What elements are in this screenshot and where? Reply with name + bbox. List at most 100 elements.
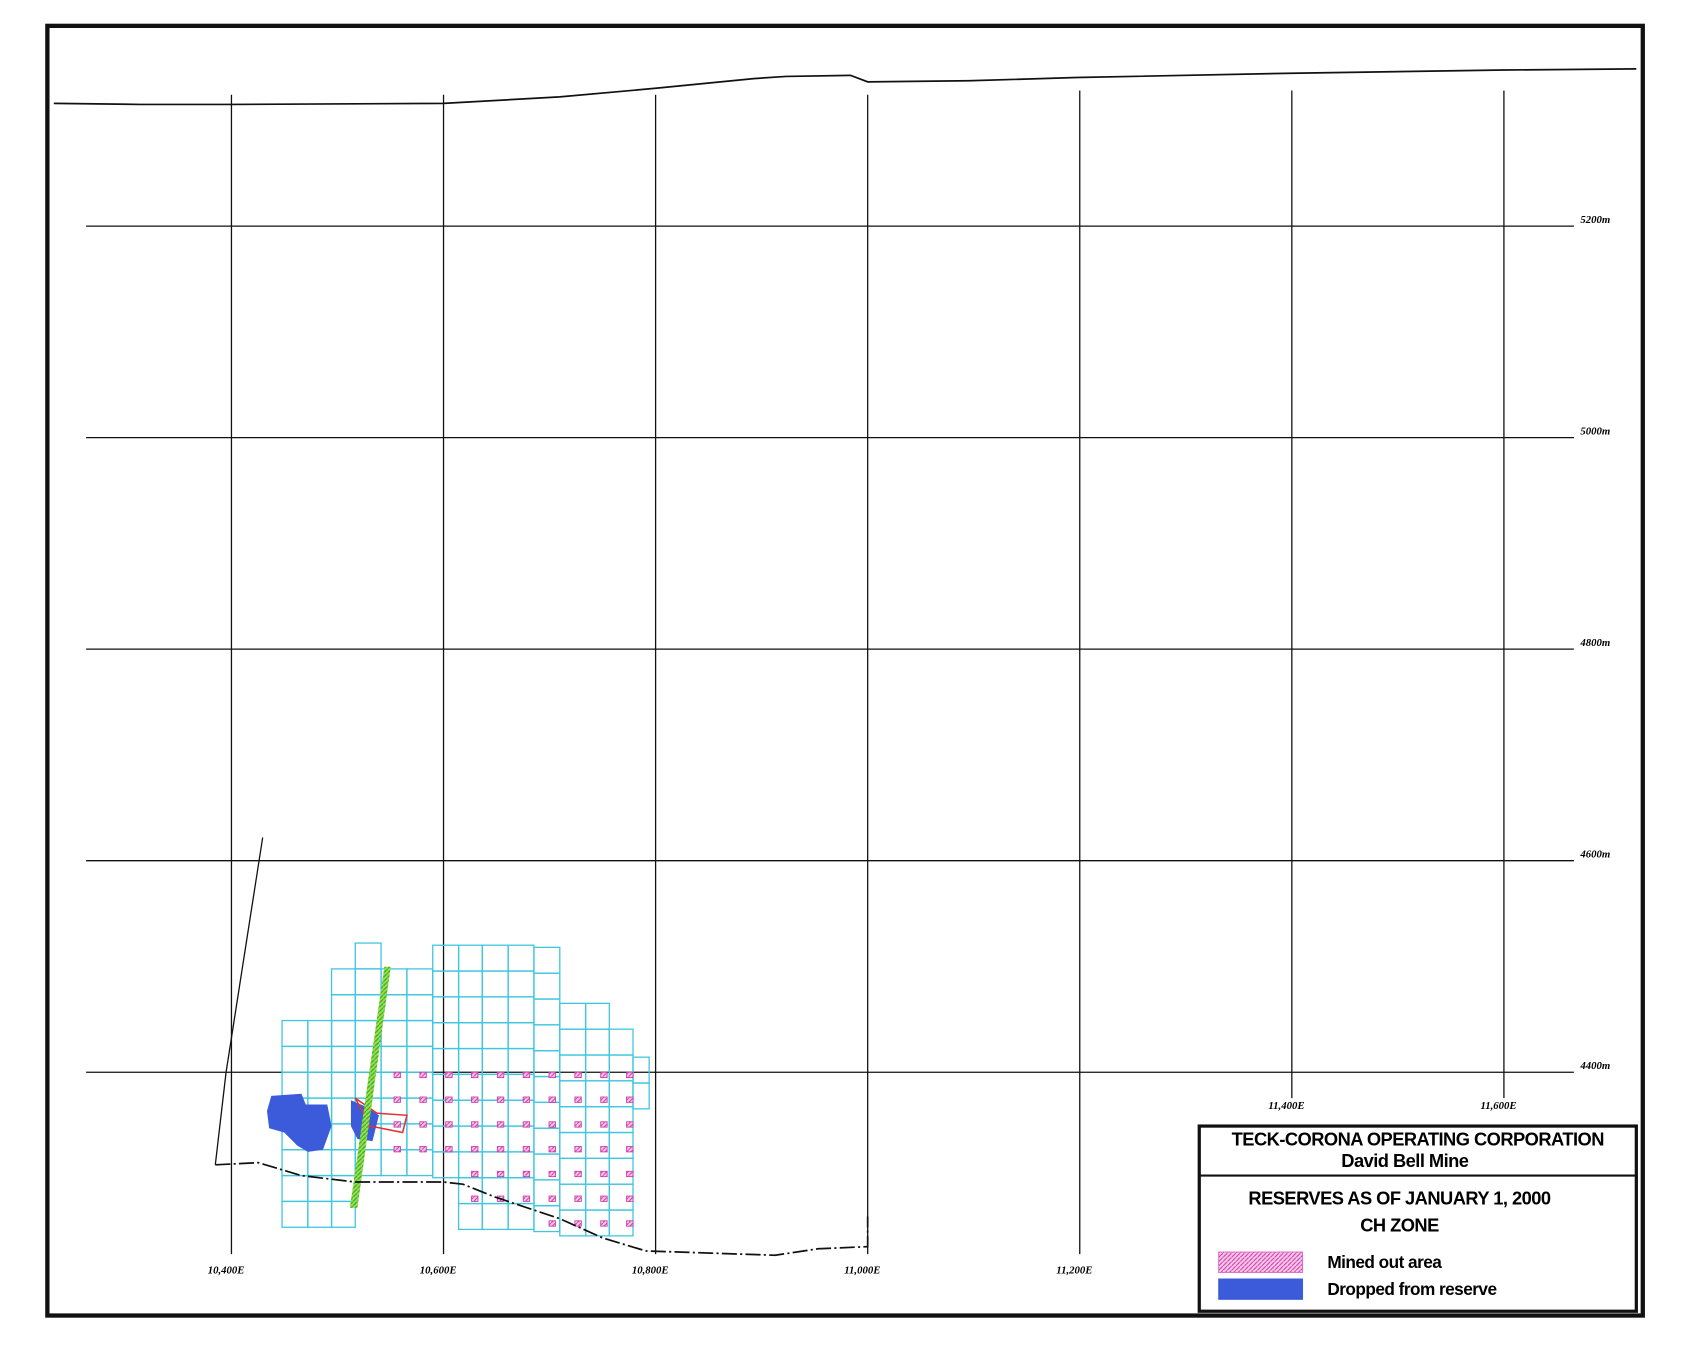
mined-block [574, 1121, 582, 1128]
mined-block [471, 1121, 479, 1128]
reserve-block [457, 1151, 483, 1179]
mined-block [471, 1071, 479, 1079]
mined-block [600, 1220, 608, 1227]
reserve-block [559, 1054, 587, 1082]
mined-block [445, 1071, 453, 1079]
reserve-block [559, 1131, 587, 1160]
mined-block [522, 1146, 531, 1153]
mined-block [471, 1146, 479, 1153]
mined-block [574, 1146, 582, 1153]
reserve-block [533, 1024, 561, 1052]
reserve-block [533, 1127, 561, 1155]
reserve-block [533, 1075, 561, 1104]
mined-block [496, 1071, 505, 1079]
mined-block [393, 1071, 401, 1079]
mined-block [445, 1121, 453, 1128]
reserve-block [481, 970, 509, 998]
reserve-block [432, 944, 460, 972]
reserve-block [281, 1071, 309, 1099]
reserve-block [457, 1022, 483, 1050]
elevation-label: 4400m [1579, 1060, 1610, 1072]
mined-block [574, 1170, 582, 1178]
reserve-blocks [281, 942, 650, 1237]
mined-block [496, 1096, 505, 1103]
reserve-block [307, 1019, 333, 1048]
reserve-block [380, 1149, 408, 1177]
mined-block [626, 1146, 634, 1153]
reserve-block [533, 1179, 561, 1207]
legend-label: Dropped from reserve [1327, 1279, 1496, 1299]
reserve-block [608, 1106, 634, 1134]
surface-line [53, 68, 1637, 106]
reserve-block [481, 1073, 509, 1101]
mined-block [548, 1170, 556, 1178]
reserve-block [432, 1151, 460, 1179]
reserve-block [330, 994, 356, 1022]
boundary-line [214, 837, 264, 1165]
mined-block [522, 1096, 531, 1103]
mined-block [600, 1121, 608, 1128]
reserve-block [481, 1202, 509, 1231]
reserve-block [281, 1174, 309, 1203]
mined-block [419, 1121, 427, 1128]
grid-labels: 10,400E 10,600E 10,800E 11,000E 11,200E 11,40… [208, 214, 1611, 1277]
workings-line [215, 1161, 869, 1257]
reserve-block [608, 1080, 634, 1108]
reserve-block [457, 944, 483, 972]
mined-block [496, 1121, 505, 1128]
reserve-block [406, 1123, 434, 1151]
legend: Mined out area Dropped from reserve [1218, 1251, 1497, 1300]
reserve-block [584, 1131, 610, 1160]
mined-block [471, 1170, 479, 1178]
reserve-block [584, 1002, 610, 1030]
reserve-block [406, 994, 434, 1022]
reserve-block [584, 1028, 610, 1056]
reserve-block [481, 1022, 509, 1050]
reserve-block [457, 996, 483, 1024]
mined-block [393, 1096, 401, 1103]
reserve-block [457, 1125, 483, 1153]
reserve-block [507, 944, 535, 972]
reserve-block [380, 1019, 408, 1048]
reserve-block [533, 946, 561, 974]
reserve-block [632, 1056, 650, 1084]
mined-block [522, 1121, 531, 1128]
mined-block [626, 1121, 634, 1128]
mined-block [600, 1146, 608, 1153]
mined-out-blocks [393, 1071, 634, 1227]
mined-block [574, 1071, 582, 1079]
reserve-block [406, 968, 434, 996]
reserve-block [432, 996, 460, 1024]
reserve-block [281, 1019, 309, 1048]
reserve-block [507, 1202, 535, 1231]
reserve-block [481, 944, 509, 972]
mined-block [600, 1170, 608, 1178]
mined-block [522, 1170, 531, 1178]
reserve-block [457, 1202, 483, 1231]
reserve-block [457, 1073, 483, 1101]
mined-block [626, 1170, 634, 1178]
mined-block [522, 1071, 531, 1079]
elevation-label: 5000m [1580, 425, 1610, 437]
reserve-block [432, 1022, 460, 1050]
mined-block [445, 1146, 453, 1153]
reserve-block [330, 1200, 356, 1228]
reserve-block [330, 1071, 356, 1099]
mined-block [419, 1146, 427, 1153]
mined-block [600, 1195, 608, 1202]
easting-label: 10,600E [420, 1265, 457, 1277]
reserve-block [354, 942, 382, 970]
reserve-block [533, 1101, 561, 1129]
reserve-block [406, 1149, 434, 1177]
reserve-block [507, 1022, 535, 1050]
reserve-block [330, 1045, 356, 1073]
reserve-block [307, 1149, 333, 1177]
mined-block [522, 1195, 531, 1202]
zone-name: CH ZONE [1360, 1215, 1439, 1236]
legend-swatch [1218, 1278, 1304, 1300]
map-title: RESERVES AS OF JANUARY 1, 2000 [1248, 1188, 1550, 1209]
reserve-block [457, 1047, 483, 1076]
elevation-label: 5200m [1580, 214, 1610, 226]
mined-block [600, 1096, 608, 1103]
